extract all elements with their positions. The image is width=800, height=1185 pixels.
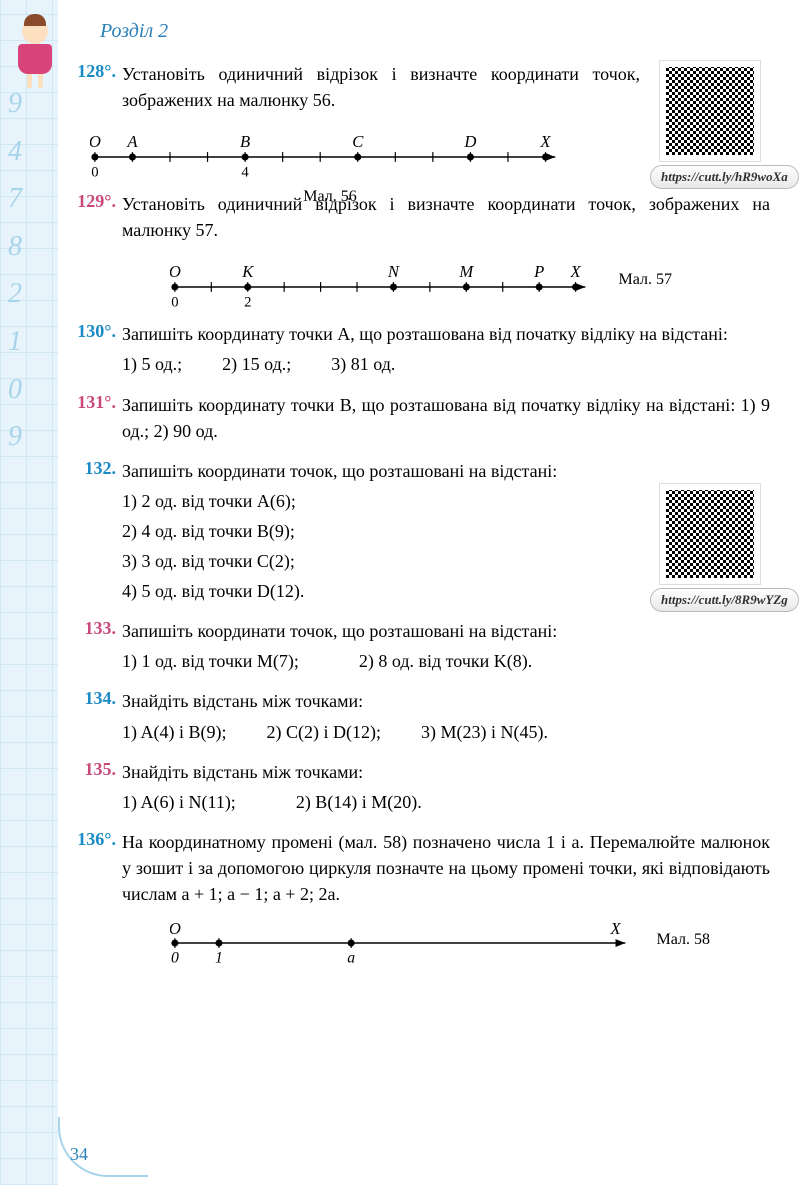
problem-132: 132. Запишіть координати точок, що розта…	[70, 458, 770, 604]
svg-text:O: O	[170, 921, 181, 938]
problem-number: 130°.	[70, 321, 122, 342]
svg-text:B: B	[240, 132, 250, 151]
problem-number: 133.	[70, 618, 122, 639]
problem-136: 136°. На координатному промені (мал. 58)…	[70, 829, 770, 907]
svg-text:O: O	[90, 132, 101, 151]
chapter-header: Розділ 2	[100, 20, 770, 43]
problem-text: Знайдіть відстань між точками: 1) A(6) і…	[122, 759, 770, 815]
numberline-svg: O 0 A B 4 C D X	[90, 127, 570, 185]
svg-text:K: K	[241, 263, 254, 282]
problem-130: 130°. Запишіть координату точки A, що ро…	[70, 321, 770, 377]
qr-box: https://cutt.ly/hR9woXa	[650, 61, 770, 189]
svg-text:O: O	[170, 263, 181, 282]
page-number: 34	[70, 1144, 88, 1165]
qr-icon	[660, 61, 760, 161]
svg-text:M: M	[458, 263, 474, 282]
qr-box: https://cutt.ly/8R9wYZg	[650, 484, 770, 612]
problem-128: 128°. Установіть одиничний відрізок і ви…	[70, 61, 770, 113]
svg-text:a: a	[347, 950, 355, 967]
page-content: Розділ 2 128°. Установіть одиничний відр…	[70, 20, 770, 1155]
svg-text:0: 0	[91, 165, 98, 181]
svg-text:4: 4	[241, 165, 249, 181]
figure-caption: Мал. 58	[657, 931, 710, 949]
problem-number: 132.	[70, 458, 122, 479]
numberline-svg: O 0 K 2 N M P X	[170, 257, 600, 315]
problem-text: На координатному промені (мал. 58) позна…	[122, 829, 770, 907]
problem-number: 128°.	[70, 61, 122, 82]
svg-text:A: A	[126, 132, 138, 151]
svg-text:0: 0	[171, 950, 179, 967]
svg-text:0: 0	[171, 295, 178, 311]
svg-text:1: 1	[215, 950, 223, 967]
svg-text:2: 2	[244, 295, 251, 311]
problem-number: 134.	[70, 688, 122, 709]
problem-number: 136°.	[70, 829, 122, 850]
numberline-svg: O 0 1 a X	[170, 921, 640, 969]
problem-135: 135. Знайдіть відстань між точками: 1) A…	[70, 759, 770, 815]
number-line-58: O01aX Мал. 58	[170, 921, 640, 969]
qr-icon	[660, 484, 760, 584]
problem-133: 133. Запишіть координати точок, що розта…	[70, 618, 770, 674]
problem-text: Запишіть координати точок, що розташован…	[122, 618, 770, 674]
svg-text:P: P	[533, 263, 544, 282]
figure-caption: Мал. 57	[619, 271, 672, 289]
qr-link[interactable]: https://cutt.ly/8R9wYZg	[650, 588, 799, 612]
number-line-56: O0AB4CDX Мал. 56	[90, 127, 570, 185]
problem-number: 131°.	[70, 392, 122, 413]
problem-number: 135.	[70, 759, 122, 780]
svg-text:D: D	[463, 132, 476, 151]
problem-134: 134. Знайдіть відстань між точками: 1) A…	[70, 688, 770, 744]
mascot-illustration	[10, 18, 60, 88]
problem-text: Запишіть координату точки A, що розташов…	[122, 321, 770, 377]
problem-text: Знайдіть відстань між точками: 1) A(4) і…	[122, 688, 770, 744]
margin-digits: 94782109	[8, 80, 22, 461]
number-line-57: O0K2NMPX Мал. 57	[170, 257, 600, 315]
svg-text:X: X	[569, 263, 581, 282]
svg-text:X: X	[609, 921, 621, 938]
svg-text:N: N	[387, 263, 400, 282]
problem-text: Запишіть координату точки B, що розташов…	[122, 392, 770, 444]
svg-text:X: X	[539, 132, 551, 151]
svg-text:C: C	[352, 132, 364, 151]
figure-caption: Мал. 56	[90, 188, 570, 206]
qr-link[interactable]: https://cutt.ly/hR9woXa	[650, 165, 799, 189]
problem-131: 131°. Запишіть координату точки B, що ро…	[70, 392, 770, 444]
